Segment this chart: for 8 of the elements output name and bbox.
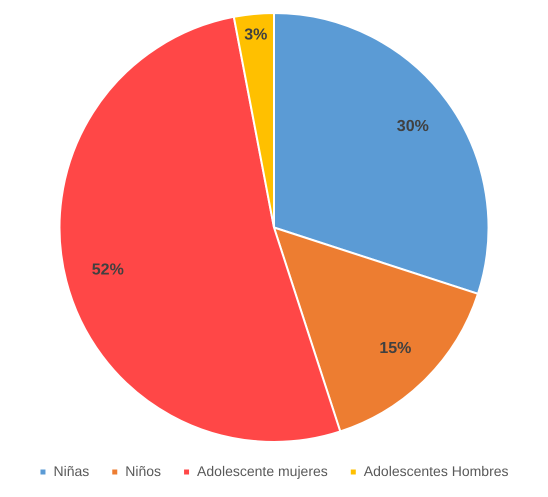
legend-label: Niños xyxy=(125,462,162,479)
data-label: 15% xyxy=(379,340,412,358)
data-label: 3% xyxy=(244,26,268,44)
legend-label: Niñas xyxy=(53,462,90,479)
legend-label: Adolescente mujeres xyxy=(197,462,328,479)
data-label: 52% xyxy=(92,262,124,279)
legend-label: Adolescentes Hombres xyxy=(364,462,509,479)
data-label: 30% xyxy=(396,118,429,136)
